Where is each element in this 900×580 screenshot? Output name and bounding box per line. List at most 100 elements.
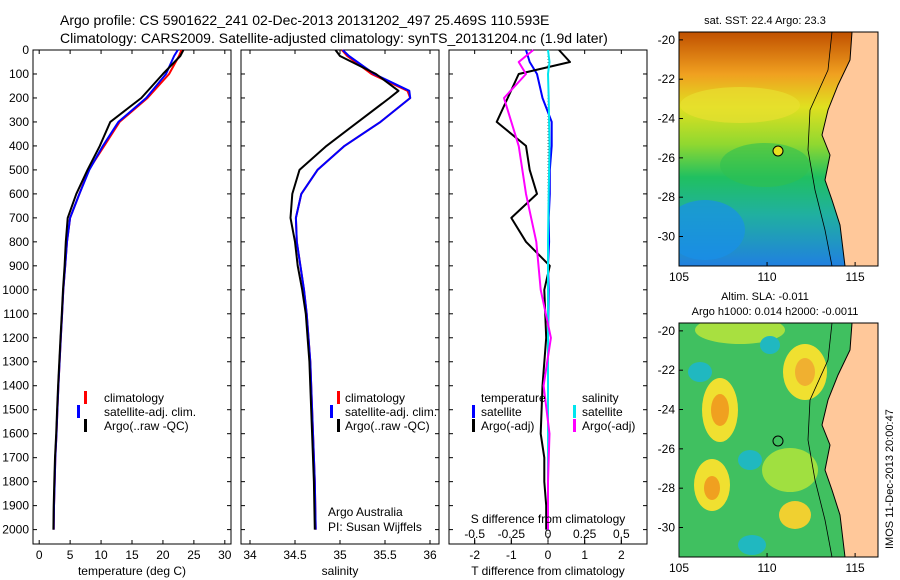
legend-s-argo-swatch [573,419,576,432]
salinity-x-axis: 34 34.5 35 35.5 36 [243,50,437,562]
title-line-2: Climatology: CARS2009. Satellite-adjuste… [60,30,608,46]
salinity-series [289,49,412,530]
sst-map-lon-axis: 105 110 115 [669,262,865,284]
sst-map-frame [678,31,879,267]
depth-tick-label: 1200 [2,331,29,345]
legend-climatology-label: climatology [104,391,164,405]
sla-patch-5 [711,394,729,426]
x-tick-label: 0.5 [613,527,630,541]
sal-legend-satellite-label: satellite-adj. clim. [345,405,437,419]
x-tick-label: 2 [618,548,625,562]
salinity-legend: climatology satellite-adj. clim. Argo(..… [330,391,437,433]
series-line-temperature-argo-adj- [495,49,571,530]
sla-map-title-1: Altim. SLA: -0.011 [721,291,809,303]
depth-tick-label: 1100 [3,307,29,321]
x-tick-label: 25 [187,548,201,562]
temperature-panel: 0100200300400500600700800900100011001200… [2,43,232,578]
sla-patch-8 [704,476,720,500]
sst-green-patch [720,143,810,187]
depth-tick-label: 1800 [2,475,29,489]
depth-tick-label: 300 [9,115,29,129]
depth-tick-label: 1400 [2,379,29,393]
legend-t-satellite-label: satellite [481,405,522,419]
sla-patch-13 [738,535,766,555]
temperature-legend: climatology satellite-adj. clim. Argo(..… [77,391,196,433]
depth-tick-label: 1300 [2,355,29,369]
sal-legend-satellite-swatch [330,405,333,418]
salinity-axes-frame [240,49,440,545]
legend-s-satellite-label: satellite [582,405,623,419]
temperature-axes-frame [32,49,232,545]
x-tick-label: 0.25 [573,527,597,541]
sal-legend-argo-swatch [337,419,340,432]
x-tick-label: -2 [469,548,480,562]
depth-tick-label: 1900 [2,499,29,513]
depth-tick-label: 800 [9,235,29,249]
legend-salinity-title: salinity [582,391,619,405]
x-tick-label: 35 [333,548,347,562]
sal-legend-argo-label: Argo(..raw -QC) [345,419,430,433]
sla-bathymetry-contour [807,323,833,557]
sla-argo-location-marker [772,435,784,447]
legend-temperature-title: temperature [481,391,546,405]
lat-tick-label: -22 [658,363,676,377]
sla-patch-1 [695,323,785,344]
sst-map-title: sat. SST: 22.4 Argo: 23.3 [704,15,826,27]
legend-t-satellite-swatch [472,405,475,418]
difference-depth-ticks [449,49,647,531]
x-tick-label: -0.5 [464,527,485,541]
x-tick-label: 35.5 [373,548,397,562]
title-line-1: Argo profile: CS 5901622_241 02-Dec-2013… [60,12,549,28]
legend-climatology-swatch [84,391,87,404]
series-line-argo-raw-qc- [289,49,400,530]
sla-patch-6 [762,448,818,492]
depth-axis: 0 100 200 300 400 500 600 700 800 900 1000 1100 1200… [2,43,231,537]
x-tick-label: 20 [156,548,170,562]
t-diff-xlabel: T difference from climatology [471,564,625,578]
lon-tick-label: 105 [669,270,689,284]
lat-tick-label: -20 [658,33,676,47]
difference-panel: -2 -1 0 1 2 -0.5 -0.25 0 0.25 0.5 T difference f… [448,49,648,578]
series-line-argo-raw-qc- [52,49,185,530]
x-tick-label: 10 [94,548,108,562]
lon-tick-label: 105 [669,561,689,575]
depth-tick-label: 100 [9,67,29,81]
legend-t-argo-label: Argo(-adj) [481,419,534,433]
lon-tick-label: 110 [757,270,776,284]
sla-map: Altim. SLA: -0.011 Argo h1000: 0.014 h20… [658,291,879,575]
sla-map-lat-axis: -20 -22 -24 -26 -28 -30 [658,324,683,535]
depth-tick-label: 900 [9,259,29,273]
salinity-depth-ticks [241,49,439,531]
lon-tick-label: 115 [846,270,865,284]
x-tick-label: 34 [243,548,257,562]
depth-tick-label: 200 [9,91,29,105]
depth-tick-label: 600 [9,187,29,201]
depth-tick-label: 2000 [2,523,29,537]
sla-patch-3 [795,358,815,386]
depth-tick-label: 400 [9,139,29,153]
legend-s-argo-label: Argo(-adj) [582,419,635,433]
x-tick-label: 34.5 [283,548,307,562]
sal-legend-climatology-swatch [337,391,340,404]
legend-satellite-label: satellite-adj. clim. [104,405,196,419]
lat-tick-label: -30 [658,230,676,244]
x-tick-label: -0.25 [498,527,526,541]
sst-land [821,32,878,266]
lat-tick-label: -28 [658,190,676,204]
series-line-salinity-argo-adj- [503,49,552,530]
x-tick-label: 1 [581,548,588,562]
sla-map-title-2: Argo h1000: 0.014 h2000: -0.0011 [692,306,859,318]
lon-tick-label: 110 [757,561,776,575]
sst-bathymetry-contour [807,32,833,266]
x-tick-label: 36 [423,548,437,562]
temperature-xlabel: temperature (deg C) [78,564,186,578]
sla-map-frame [678,322,879,558]
lat-tick-label: -24 [658,403,676,417]
sla-patch-12 [760,336,780,354]
depth-tick-label: 1600 [2,427,29,441]
lat-tick-label: -30 [658,521,676,535]
difference-series [495,49,571,530]
legend-t-argo-swatch [472,419,475,432]
salinity-panel: 34 34.5 35 35.5 36 salinity climatology sate… [240,49,440,578]
